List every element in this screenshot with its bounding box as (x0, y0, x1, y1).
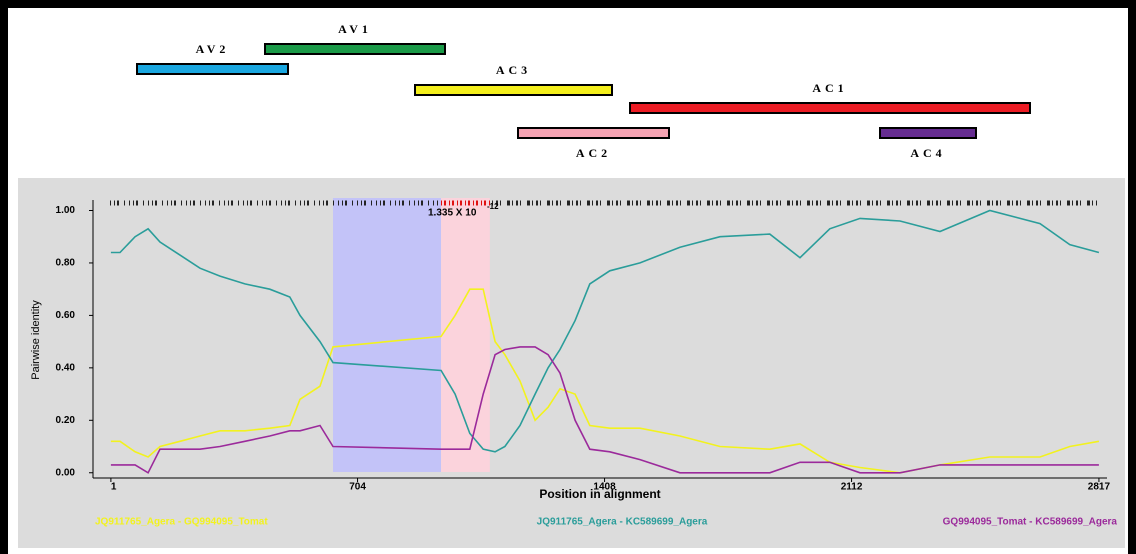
gene-label: AV2 (196, 42, 230, 56)
plot-panel (18, 178, 1125, 548)
gene-label: AC4 (910, 146, 945, 160)
x-tick-label: 2817 (1088, 482, 1111, 493)
gene-bar (264, 43, 446, 55)
y-tick-label: 0.60 (56, 310, 76, 321)
y-axis-title: Pairwise identity (30, 300, 42, 380)
gene-bar (629, 102, 1031, 114)
x-tick-label: 704 (349, 482, 366, 493)
y-tick-label: 1.00 (56, 205, 76, 216)
x-axis-title: Position in alignment (539, 487, 660, 501)
y-tick-label: 0.00 (56, 467, 76, 478)
annotation: 1.335 X 10 (428, 208, 477, 219)
gene-bar (517, 127, 670, 139)
legend-entry: JQ911765_Agera - GQ994095_Tomat (95, 517, 268, 528)
x-tick-label: 2112 (841, 482, 863, 493)
x-tick-label: 1408 (593, 482, 616, 493)
recombination-region (441, 198, 490, 472)
gene-label: AC2 (576, 146, 611, 160)
annotation-exponent: -12 (487, 202, 499, 211)
series-line (110, 346, 1099, 474)
y-tick-label: 0.20 (56, 415, 76, 426)
series-line (110, 288, 1100, 474)
gene-bar (879, 127, 977, 139)
gene-bar (136, 63, 289, 75)
gene-label: AV1 (338, 22, 372, 36)
regions (332, 198, 490, 472)
legend-entry: GQ994095_Tomat - KC589699_Agera (943, 517, 1118, 528)
y-tick-label: 0.40 (56, 362, 76, 373)
y-tick-label: 0.80 (56, 258, 76, 269)
series-line (110, 209, 1100, 453)
gene-label: AC1 (812, 81, 847, 95)
legend-entry: JQ911765_Agera - KC589699_Agera (537, 517, 708, 528)
recombination-region (332, 198, 442, 472)
x-tick-label: 1 (111, 482, 117, 493)
gene-bar (414, 84, 613, 96)
gene-label: AC3 (496, 63, 531, 77)
